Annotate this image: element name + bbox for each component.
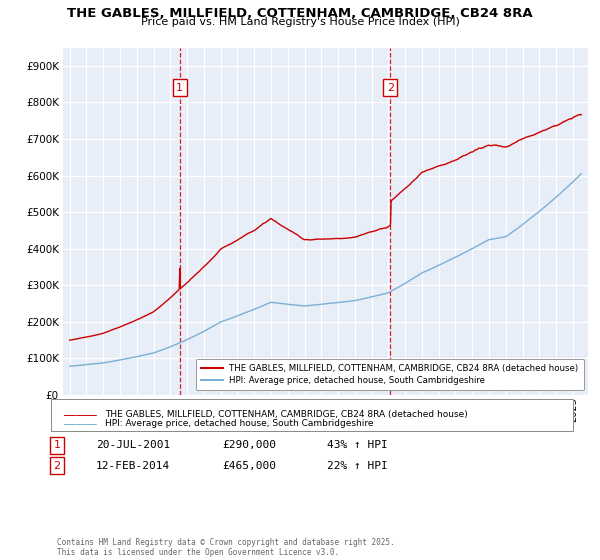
Text: HPI: Average price, detached house, South Cambridgeshire: HPI: Average price, detached house, Sout… — [105, 419, 373, 428]
Text: ─────: ───── — [63, 410, 97, 420]
Text: £465,000: £465,000 — [222, 461, 276, 471]
Text: 1: 1 — [53, 440, 61, 450]
Text: 1: 1 — [176, 83, 183, 93]
Text: 43% ↑ HPI: 43% ↑ HPI — [327, 440, 388, 450]
Legend: THE GABLES, MILLFIELD, COTTENHAM, CAMBRIDGE, CB24 8RA (detached house), HPI: Ave: THE GABLES, MILLFIELD, COTTENHAM, CAMBRI… — [196, 359, 584, 390]
Text: Price paid vs. HM Land Registry's House Price Index (HPI): Price paid vs. HM Land Registry's House … — [140, 17, 460, 27]
Text: 2: 2 — [386, 83, 394, 93]
Text: 12-FEB-2014: 12-FEB-2014 — [96, 461, 170, 471]
Text: £290,000: £290,000 — [222, 440, 276, 450]
Text: THE GABLES, MILLFIELD, COTTENHAM, CAMBRIDGE, CB24 8RA (detached house): THE GABLES, MILLFIELD, COTTENHAM, CAMBRI… — [105, 410, 468, 419]
Text: Contains HM Land Registry data © Crown copyright and database right 2025.
This d: Contains HM Land Registry data © Crown c… — [57, 538, 395, 557]
Text: ─────: ───── — [63, 419, 97, 429]
Text: 20-JUL-2001: 20-JUL-2001 — [96, 440, 170, 450]
Text: THE GABLES, MILLFIELD, COTTENHAM, CAMBRIDGE, CB24 8RA: THE GABLES, MILLFIELD, COTTENHAM, CAMBRI… — [67, 7, 533, 20]
Text: 2: 2 — [53, 461, 61, 471]
Text: 22% ↑ HPI: 22% ↑ HPI — [327, 461, 388, 471]
